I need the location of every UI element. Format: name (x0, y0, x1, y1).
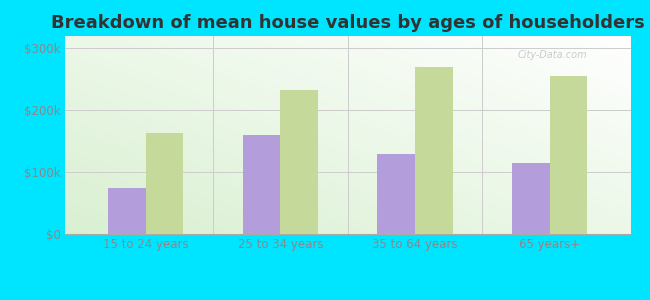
Bar (550, 76, 588, 234)
Title: Breakdown of mean house values by ages of householders: Breakdown of mean house values by ages o… (51, 14, 645, 32)
Bar (146, 133, 183, 234)
Bar (512, 163, 550, 234)
Bar (415, 67, 453, 234)
Bar (242, 135, 280, 234)
Bar (108, 188, 146, 234)
Bar (378, 154, 415, 234)
Bar (280, 90, 318, 234)
Text: City-Data.com: City-Data.com (517, 50, 587, 60)
